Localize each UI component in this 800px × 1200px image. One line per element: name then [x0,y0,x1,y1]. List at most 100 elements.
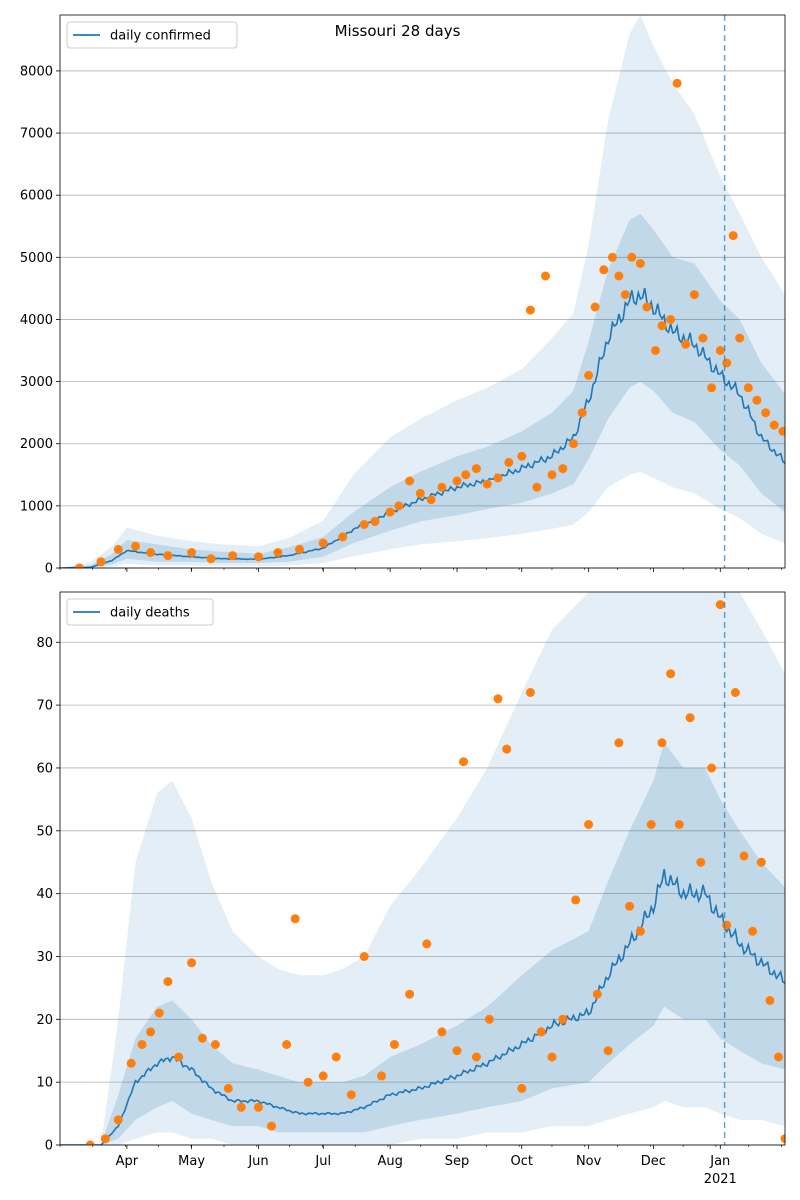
y-tick-label: 70 [36,699,53,714]
observed-point [377,1071,386,1081]
plot-area [60,15,785,568]
y-tick-label: 7000 [20,127,53,142]
observed-point [765,996,775,1005]
observed-point [282,1040,292,1049]
observed-point [85,1140,95,1145]
series-line [60,287,785,568]
observed-point [558,464,568,474]
observed-point [459,757,468,767]
observed-point [137,1040,147,1049]
observed-point [672,78,682,88]
observed-point [267,1121,276,1131]
y-tick-label: 30 [36,950,53,965]
y-tick-label: 5000 [20,251,53,266]
observed-point [254,1102,263,1112]
observed-point [743,383,753,393]
observed-point [590,302,600,312]
observed-point [517,1083,527,1093]
observed-point [681,339,691,349]
observed-point [385,507,395,517]
observed-point [696,857,706,867]
y-tick-label: 10 [36,1076,53,1091]
observed-point [666,315,676,324]
observed-point [592,989,602,999]
axes-frame [59,14,786,569]
observed-point [707,763,717,773]
observed-point [187,958,197,968]
y-tick-label: 0 [45,562,53,577]
confirmed-panel: 0 1000 2000 3000 4000 5000 6000 7000 8000 Missour… [20,14,786,577]
observed-point [735,333,745,343]
y-tick-label: 1000 [20,499,53,514]
observed-point [532,482,542,492]
y-tick-label: 40 [36,887,53,902]
observed-point [210,1040,220,1049]
observed-point [722,358,732,368]
x-tick-label: Apr [116,1154,139,1169]
observed-point [657,738,667,748]
series-line [60,868,785,1145]
observed-point [577,408,587,418]
observed-point [163,551,173,561]
observed-point [728,231,738,241]
observed-point [739,851,749,861]
x-tick-label: May [178,1154,205,1169]
observed-points [85,600,785,1145]
observed-point [685,713,695,723]
observed-point [504,457,514,467]
observed-point [338,532,348,542]
observed-point [254,552,263,562]
observed-point [422,939,432,949]
observed-point [536,1027,546,1037]
observed-point [730,688,740,697]
y-tick-label: 0 [45,1139,53,1154]
y-tick-label: 8000 [20,64,53,79]
observed-point [657,321,667,331]
x-tick-label: Oct [511,1154,533,1169]
observed-point [642,302,652,312]
observed-point [113,544,123,554]
x-tick-label: Nov [576,1154,602,1169]
legend: daily confirmed [66,21,238,49]
y-tick-label: 2000 [20,437,53,452]
observed-point [415,488,425,498]
observed-point [370,516,380,526]
observed-point [452,476,462,486]
observed-point [131,541,140,551]
outer-uncertainty-band [60,592,785,1145]
inner-uncertainty-band [60,213,785,568]
observed-point [635,926,645,936]
observed-point [405,989,415,999]
observed-point [752,395,762,405]
observed-point [359,520,369,529]
x-tick-label: Jan [709,1154,730,1169]
y-tick-label: 50 [36,824,53,839]
observed-point [584,820,594,829]
axes-frame [59,591,786,1146]
y-tick-label: 3000 [20,375,53,390]
observed-point [290,914,300,924]
observed-point [769,420,779,430]
observed-point [471,464,481,474]
observed-point [599,265,609,275]
observed-point [187,548,197,557]
observed-point [614,738,624,748]
observed-point [698,333,708,343]
observed-point [113,1115,123,1125]
observed-point [318,538,328,548]
observed-point [780,1134,785,1144]
observed-point [437,1027,447,1037]
observed-point [126,1058,136,1068]
observed-point [625,901,635,911]
observed-point [346,1090,356,1100]
x-tick-label: Jun [247,1154,268,1169]
observed-point [154,1008,164,1018]
observed-point [493,694,503,704]
observed-points [74,78,785,568]
observed-point [584,370,594,380]
observed-point [236,1102,246,1112]
outer-uncertainty-band [60,15,785,568]
observed-point [437,482,447,492]
observed-point [303,1077,313,1087]
